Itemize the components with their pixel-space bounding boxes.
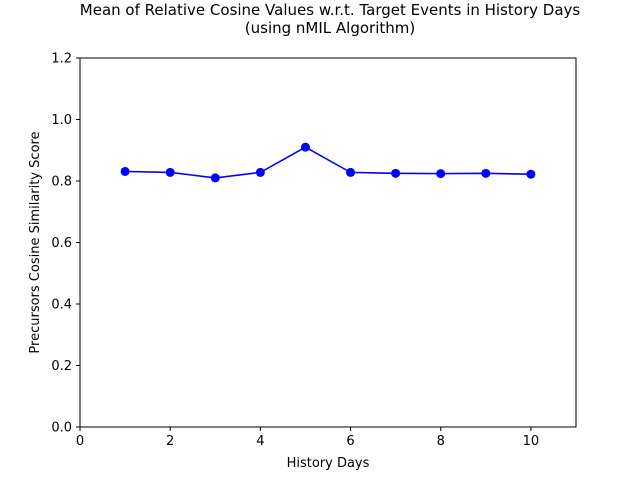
plot-area-frame bbox=[79, 57, 577, 428]
data-point bbox=[165, 167, 175, 177]
x-tick-label: 10 bbox=[523, 434, 540, 449]
data-series bbox=[120, 142, 536, 183]
data-point bbox=[255, 167, 265, 177]
data-point bbox=[300, 142, 310, 152]
x-axis-ticks: 0 2 4 6 8 10 bbox=[76, 427, 539, 449]
y-tick-label: 1.0 bbox=[51, 113, 72, 128]
y-axis-ticks: 0.0 0.2 0.4 0.6 0.8 1.0 1.2 bbox=[51, 52, 80, 436]
x-tick-label: 8 bbox=[437, 434, 445, 449]
x-axis-label: History Days bbox=[287, 456, 370, 471]
data-point bbox=[120, 166, 130, 176]
y-tick-label: 0.6 bbox=[51, 236, 72, 251]
data-point bbox=[526, 169, 536, 179]
x-tick-label: 0 bbox=[76, 434, 84, 449]
y-tick-label: 1.2 bbox=[51, 52, 72, 67]
data-point bbox=[436, 169, 446, 179]
y-tick-label: 0.0 bbox=[51, 421, 72, 436]
data-point bbox=[210, 173, 220, 183]
y-axis-label: Precursors Cosine Similarity Score bbox=[28, 131, 43, 353]
chart-title-line-2: (using nMIL Algorithm) bbox=[245, 19, 415, 37]
data-point bbox=[391, 168, 401, 178]
x-tick-label: 6 bbox=[346, 434, 354, 449]
y-tick-label: 0.8 bbox=[51, 175, 72, 190]
chart-title-line-1: Mean of Relative Cosine Values w.r.t. Ta… bbox=[80, 1, 581, 19]
data-point bbox=[481, 168, 491, 178]
data-point bbox=[346, 167, 356, 177]
series-line bbox=[125, 146, 531, 179]
y-tick-label: 0.4 bbox=[51, 298, 72, 313]
y-tick-label: 0.2 bbox=[51, 359, 72, 374]
x-tick-label: 2 bbox=[166, 434, 174, 449]
x-tick-label: 4 bbox=[256, 434, 264, 449]
